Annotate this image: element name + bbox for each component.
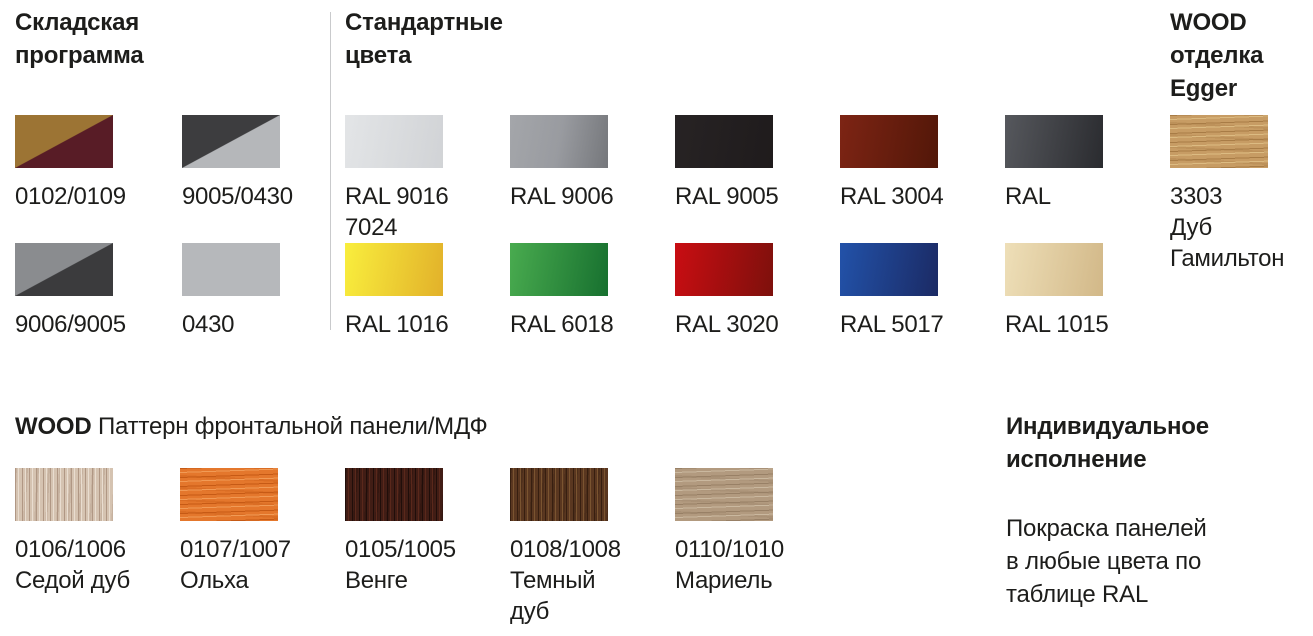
- swatch-cell: RAL 5017: [840, 243, 1005, 371]
- swatch-cell: 0107/1007 Ольха: [180, 468, 345, 596]
- custom-finish-section-title: Индивидуальное исполнение: [1006, 413, 1209, 473]
- swatch-cell: 9006/9005: [15, 243, 182, 371]
- swatch-cell: RAL 3020: [675, 243, 840, 371]
- swatch-cell: 0102/0109: [15, 115, 182, 243]
- swatch-ral-3004: [840, 115, 938, 168]
- swatch-ral: [1005, 115, 1103, 168]
- swatch-ral-9016-7024: [345, 115, 443, 168]
- swatch-cell: RAL 1016: [345, 243, 510, 371]
- swatch-ral-5017: [840, 243, 938, 296]
- swatch-ral-6018: [510, 243, 608, 296]
- swatch-label: 0108/1008 Темный дуб: [510, 536, 621, 625]
- swatch-label: RAL 3020: [675, 311, 779, 338]
- swatch-cell: 0106/1006 Седой дуб: [15, 468, 180, 596]
- swatch-ral-3020: [675, 243, 773, 296]
- swatch-label: 0106/1006 Седой дуб: [15, 536, 130, 594]
- standard-colors-section-title: Стандартные цвета: [345, 9, 503, 69]
- swatch-cell: RAL 3004: [840, 115, 1005, 243]
- swatch-label: 9006/9005: [15, 311, 126, 338]
- swatch-label: 0430: [182, 311, 235, 338]
- swatch-0102-0109: [15, 115, 113, 168]
- swatch-9006-9005: [15, 243, 113, 296]
- swatch-cell: RAL: [1005, 115, 1170, 243]
- custom-finish-description: Покраска панелей в любые цвета по таблице …: [1006, 515, 1207, 608]
- swatch-label: 3303 Дуб Гамильтон: [1170, 183, 1285, 272]
- swatch-0106-1006: [15, 468, 113, 521]
- swatch-ral-1016: [345, 243, 443, 296]
- swatch-label: 0110/1010 Мариель: [675, 536, 784, 594]
- swatch-0110-1010: [675, 468, 773, 521]
- swatch-label: 0107/1007 Ольха: [180, 536, 291, 594]
- swatch-cell: RAL 9006: [510, 115, 675, 243]
- swatch-0107-1007: [180, 468, 278, 521]
- swatch-cell: 0110/1010 Мариель: [675, 468, 840, 596]
- swatch-label: RAL: [1005, 183, 1051, 210]
- swatch-cell: 9005/0430: [182, 115, 349, 243]
- swatch-0430: [182, 243, 280, 296]
- egger-swatch-grid: 3303 Дуб Гамильтон: [1170, 115, 1313, 272]
- swatch-cell: 0108/1008 Темный дуб: [510, 468, 675, 625]
- wood-egger-section-title: WOOD отделка Egger: [1170, 9, 1264, 102]
- swatch-ral-9006: [510, 115, 608, 168]
- section-divider: [330, 12, 331, 330]
- swatch-ral-9005: [675, 115, 773, 168]
- swatch-cell: 3303 Дуб Гамильтон: [1170, 115, 1313, 272]
- swatch-label: 9005/0430: [182, 183, 293, 210]
- swatch-cell: 0105/1005 Венге: [345, 468, 510, 596]
- standard-swatch-grid: RAL 9016 7024 RAL 9006 RAL 9005 RAL 3004 RAL R…: [345, 115, 1170, 371]
- wood-pattern-section-title: WOOD Паттерн фронтальной панели/МДФ: [15, 410, 488, 443]
- swatch-label: 0105/1005 Венге: [345, 536, 456, 594]
- swatch-cell: RAL 6018: [510, 243, 675, 371]
- swatch-label: RAL 9005: [675, 183, 779, 210]
- swatch-cell: 0430: [182, 243, 349, 371]
- swatch-label: RAL 1015: [1005, 311, 1109, 338]
- swatch-0108-1008: [510, 468, 608, 521]
- swatch-label: RAL 9006: [510, 183, 614, 210]
- swatch-cell: RAL 1015: [1005, 243, 1170, 371]
- swatch-0105-1005: [345, 468, 443, 521]
- warehouse-swatch-grid: 0102/0109 9005/0430 9006/9005 0430: [15, 115, 349, 371]
- wood-pattern-title-bold: WOOD: [15, 413, 92, 440]
- swatch-label: RAL 9016 7024: [345, 183, 449, 241]
- swatch-cell: RAL 9016 7024: [345, 115, 510, 243]
- wood-pattern-title-rest: Паттерн фронтальной панели/МДФ: [91, 413, 488, 440]
- swatch-9005-0430: [182, 115, 280, 168]
- swatch-label: 0102/0109: [15, 183, 126, 210]
- swatch-cell: RAL 9005: [675, 115, 840, 243]
- swatch-ral-1015: [1005, 243, 1103, 296]
- swatch-label: RAL 6018: [510, 311, 614, 338]
- swatch-3303: [1170, 115, 1268, 168]
- warehouse-section-title: Складская программа: [15, 9, 144, 69]
- swatch-label: RAL 3004: [840, 183, 944, 210]
- swatch-label: RAL 1016: [345, 311, 449, 338]
- wood-pattern-swatch-grid: 0106/1006 Седой дуб 0107/1007 Ольха 0105/100…: [15, 468, 840, 625]
- swatch-label: RAL 5017: [840, 311, 944, 338]
